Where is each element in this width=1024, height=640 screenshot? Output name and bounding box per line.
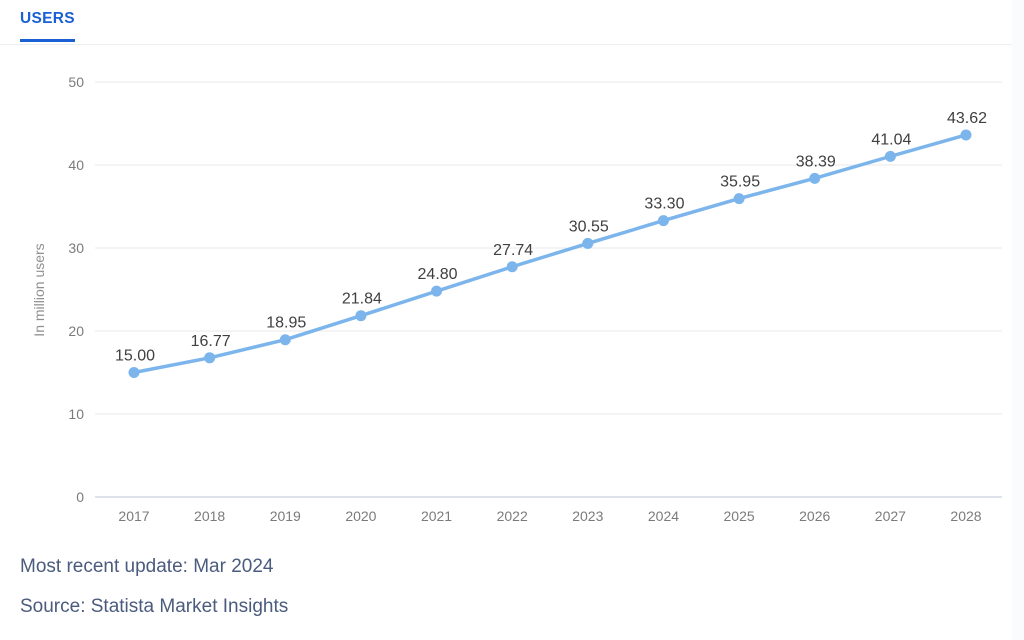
data-point-label: 18.95 xyxy=(266,315,306,332)
data-point-marker[interactable] xyxy=(128,367,140,378)
x-tick-label: 2026 xyxy=(799,508,830,524)
source-text: Source: Statista Market Insights xyxy=(20,596,289,617)
x-tick-label: 2018 xyxy=(194,508,225,524)
data-point-marker[interactable] xyxy=(809,172,821,184)
data-point-label: 33.30 xyxy=(644,196,684,213)
y-tick-label: 40 xyxy=(68,157,84,173)
y-tick-label: 30 xyxy=(68,240,84,256)
y-tick-label: 50 xyxy=(68,74,84,90)
tab-bar-divider xyxy=(0,44,1024,45)
data-point-marker[interactable] xyxy=(960,129,972,141)
x-tick-label: 2023 xyxy=(572,508,603,524)
data-point-label: 15.00 xyxy=(115,348,155,365)
x-tick-label: 2022 xyxy=(497,508,528,524)
data-point-marker[interactable] xyxy=(431,285,443,297)
data-point-label: 38.39 xyxy=(796,153,836,170)
data-point-label: 16.77 xyxy=(191,333,231,350)
data-point-label: 24.80 xyxy=(418,266,458,283)
data-point-label: 30.55 xyxy=(569,218,609,235)
data-point-marker[interactable] xyxy=(582,237,594,249)
tab-users[interactable]: USERS xyxy=(20,10,75,42)
x-tick-label: 2019 xyxy=(270,508,301,524)
x-tick-label: 2020 xyxy=(345,508,376,524)
x-tick-label: 2028 xyxy=(950,508,981,524)
data-point-label: 35.95 xyxy=(720,174,760,191)
x-tick-label: 2021 xyxy=(421,508,452,524)
data-point-label: 43.62 xyxy=(947,110,987,127)
series-line xyxy=(132,133,968,375)
data-point-marker[interactable] xyxy=(733,193,745,205)
data-point-label: 21.84 xyxy=(342,291,382,308)
data-point-marker[interactable] xyxy=(279,334,291,346)
data-point-label: 41.04 xyxy=(871,131,911,148)
most-recent-update-text: Most recent update: Mar 2024 xyxy=(20,556,274,577)
y-tick-label: 0 xyxy=(76,489,84,505)
y-tick-label: 20 xyxy=(68,323,84,339)
data-point-marker[interactable] xyxy=(657,215,669,227)
y-tick-label: 10 xyxy=(68,406,84,422)
data-point-marker[interactable] xyxy=(355,310,367,322)
x-tick-label: 2025 xyxy=(724,508,755,524)
tab-users-label: USERS xyxy=(20,10,75,27)
data-point-marker[interactable] xyxy=(506,261,518,273)
y-axis-title: In million users xyxy=(31,243,47,336)
x-tick-label: 2017 xyxy=(118,508,149,524)
x-tick-label: 2027 xyxy=(875,508,906,524)
x-tick-label: 2024 xyxy=(648,508,679,524)
scrollbar-track[interactable] xyxy=(1012,0,1024,640)
data-point-marker[interactable] xyxy=(204,352,216,364)
data-point-label: 27.74 xyxy=(493,242,533,259)
data-point-marker[interactable] xyxy=(884,150,896,162)
